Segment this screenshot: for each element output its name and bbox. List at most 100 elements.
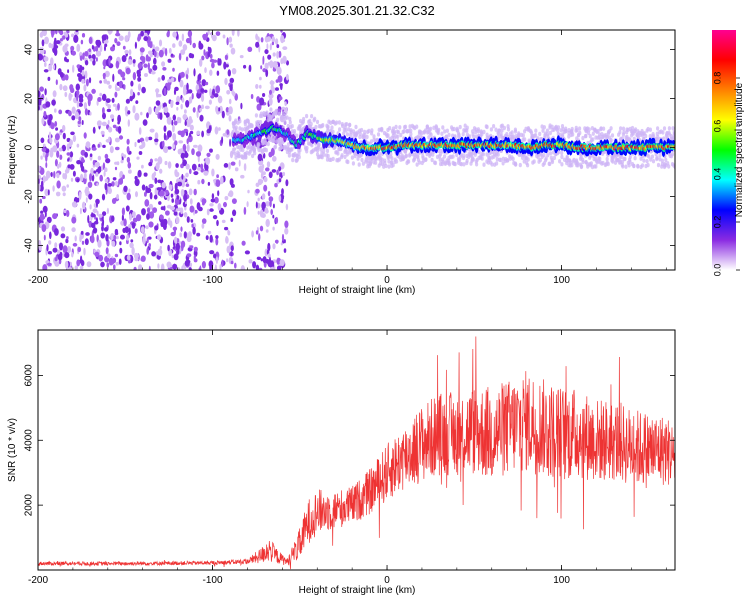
- spectrogram-noise-cell: [196, 232, 201, 237]
- spectrogram-halo-cell: [645, 159, 649, 164]
- spectrogram-noise-cell: [230, 260, 234, 265]
- spectrogram-noise-cell: [93, 170, 97, 174]
- spectrogram-noise-cell: [162, 146, 166, 153]
- spectrogram-noise-cell: [112, 124, 117, 129]
- spectrogram-noise-cell: [174, 140, 178, 146]
- spectrogram-noise-cell: [170, 100, 174, 108]
- spectrogram-halo-cell: [560, 150, 564, 156]
- spectrogram-noise-cell: [172, 114, 176, 121]
- spectrogram-halo-cell: [502, 125, 506, 131]
- spectrogram-noise-cell: [104, 178, 109, 183]
- spectrogram-noise-cell: [271, 169, 277, 173]
- spectrogram-noise-cell: [154, 158, 158, 162]
- spectrogram-noise-cell: [92, 59, 96, 66]
- spectrogram-halo-cell: [291, 157, 295, 163]
- spectrogram-noise-cell: [83, 132, 87, 139]
- spectrogram-noise-cell: [123, 185, 128, 192]
- spectrogram-halo-cell: [402, 129, 406, 134]
- spectrogram-noise-cell: [215, 256, 218, 264]
- spectrogram-halo-cell: [658, 152, 662, 158]
- spectrogram-noise-cell: [212, 88, 215, 96]
- spectrogram-halo-cell: [526, 157, 530, 162]
- spectrogram-halo-cell: [621, 164, 625, 169]
- spectrogram-noise-cell: [83, 102, 87, 110]
- spectrogram-noise-cell: [122, 45, 126, 50]
- spectrogram-noise-cell: [76, 47, 80, 52]
- spectrogram-halo-cell: [236, 150, 240, 155]
- spectrogram-noise-cell: [282, 55, 287, 64]
- spectrogram-noise-cell: [59, 38, 63, 42]
- spectrogram-noise-cell: [193, 254, 196, 261]
- spectrogram-halo-cell: [457, 158, 461, 163]
- spectrogram-noise-cell: [209, 88, 212, 97]
- spectrogram-noise-cell: [180, 240, 186, 248]
- spectrogram-noise-cell: [44, 36, 49, 45]
- spectrogram-noise-cell: [213, 253, 217, 259]
- spectrogram-noise-cell: [149, 192, 153, 200]
- spectrogram-halo-cell: [595, 160, 599, 165]
- spectrogram-noise-cell: [146, 237, 149, 244]
- spectrogram-halo-cell: [660, 158, 665, 163]
- spectrogram-halo-cell: [624, 164, 628, 169]
- spectrogram-halo-cell: [618, 130, 622, 135]
- spectrogram-halo-cell: [610, 133, 615, 138]
- snr-y-tick-label: 4000: [24, 429, 35, 452]
- spectrogram-noise-cell: [178, 140, 183, 144]
- spectrogram-x-tick-label: -200: [28, 275, 48, 286]
- spectrogram-noise-cell: [222, 34, 226, 39]
- spectrogram-noise-cell: [117, 103, 120, 111]
- spectrogram-noise-cell: [114, 91, 118, 98]
- spectrogram-noise-cell: [137, 139, 141, 143]
- spectrogram-noise-cell: [52, 64, 56, 70]
- spectrogram-halo-cell: [546, 153, 550, 158]
- spectrogram-halo-cell: [621, 126, 626, 131]
- spectrogram-noise-cell: [91, 45, 94, 50]
- spectrogram-halo-cell: [349, 128, 353, 133]
- spectrogram-halo-cell: [376, 132, 381, 137]
- spectrogram-noise-cell: [54, 242, 58, 249]
- colorbar-label: Normalized spectral amplitude: [734, 82, 745, 217]
- spectrogram-noise-cell: [144, 199, 150, 207]
- spectrogram-noise-cell: [45, 162, 48, 168]
- spectrogram-x-tick-label: 100: [553, 275, 570, 286]
- spectrogram-noise-cell: [107, 103, 110, 108]
- spectrogram-noise-cell: [103, 227, 109, 232]
- spectrogram-noise-cell: [99, 174, 103, 182]
- spectrogram-noise-cell: [97, 239, 102, 248]
- spectrogram-noise-cell: [199, 114, 204, 122]
- spectrogram-noise-cell: [267, 54, 272, 60]
- spectrogram-halo-cell: [632, 163, 636, 169]
- spectrogram-noise-cell: [171, 198, 174, 203]
- spectrogram-noise-cell: [38, 97, 42, 106]
- spectrogram-noise-cell: [43, 110, 47, 118]
- spectrogram-noise-cell: [79, 55, 83, 61]
- spectrogram-halo-cell: [506, 124, 510, 129]
- spectrogram-noise-cell: [71, 115, 76, 121]
- spectrogram-halo-cell: [391, 163, 395, 168]
- snr-y-ticks: 2000 4000 6000: [24, 364, 675, 516]
- spectrogram-halo-cell: [427, 135, 431, 140]
- spectrogram-noise-cell: [264, 207, 269, 213]
- spectrogram-noise-cell: [144, 191, 147, 197]
- spectrogram-noise-cell: [272, 155, 277, 162]
- spectrogram-halo-cell: [550, 159, 555, 165]
- spectrogram-halo-cell: [292, 153, 296, 158]
- spectrogram-noise-cell: [91, 88, 96, 94]
- spectrogram-noise-cell: [229, 178, 234, 186]
- spectrogram-noise-cell: [241, 240, 246, 246]
- colorbar: 0.0 0.2 0.4 0.6 0.8 Normalized spectral ampl…: [712, 30, 745, 276]
- spectrogram-noise-cell: [141, 208, 146, 216]
- spectrogram-noise-cell: [101, 34, 107, 41]
- spectrogram-halo-cell: [380, 157, 384, 162]
- spectrogram-noise-cell: [203, 49, 206, 56]
- spectrogram-noise-cell: [159, 190, 165, 197]
- spectrogram-noise-cell: [131, 222, 136, 229]
- spectrogram-halo-cell: [480, 156, 484, 161]
- spectrogram-noise-cell: [134, 112, 140, 121]
- spectrogram-noise-cell: [227, 69, 231, 77]
- spectrogram-noise-cell: [104, 70, 110, 78]
- spectrogram-noise-cell: [92, 227, 98, 234]
- spectrogram-halo-cell: [398, 125, 402, 130]
- spectrogram-noise-cell: [145, 136, 149, 142]
- spectrogram-halo-cell: [499, 157, 503, 163]
